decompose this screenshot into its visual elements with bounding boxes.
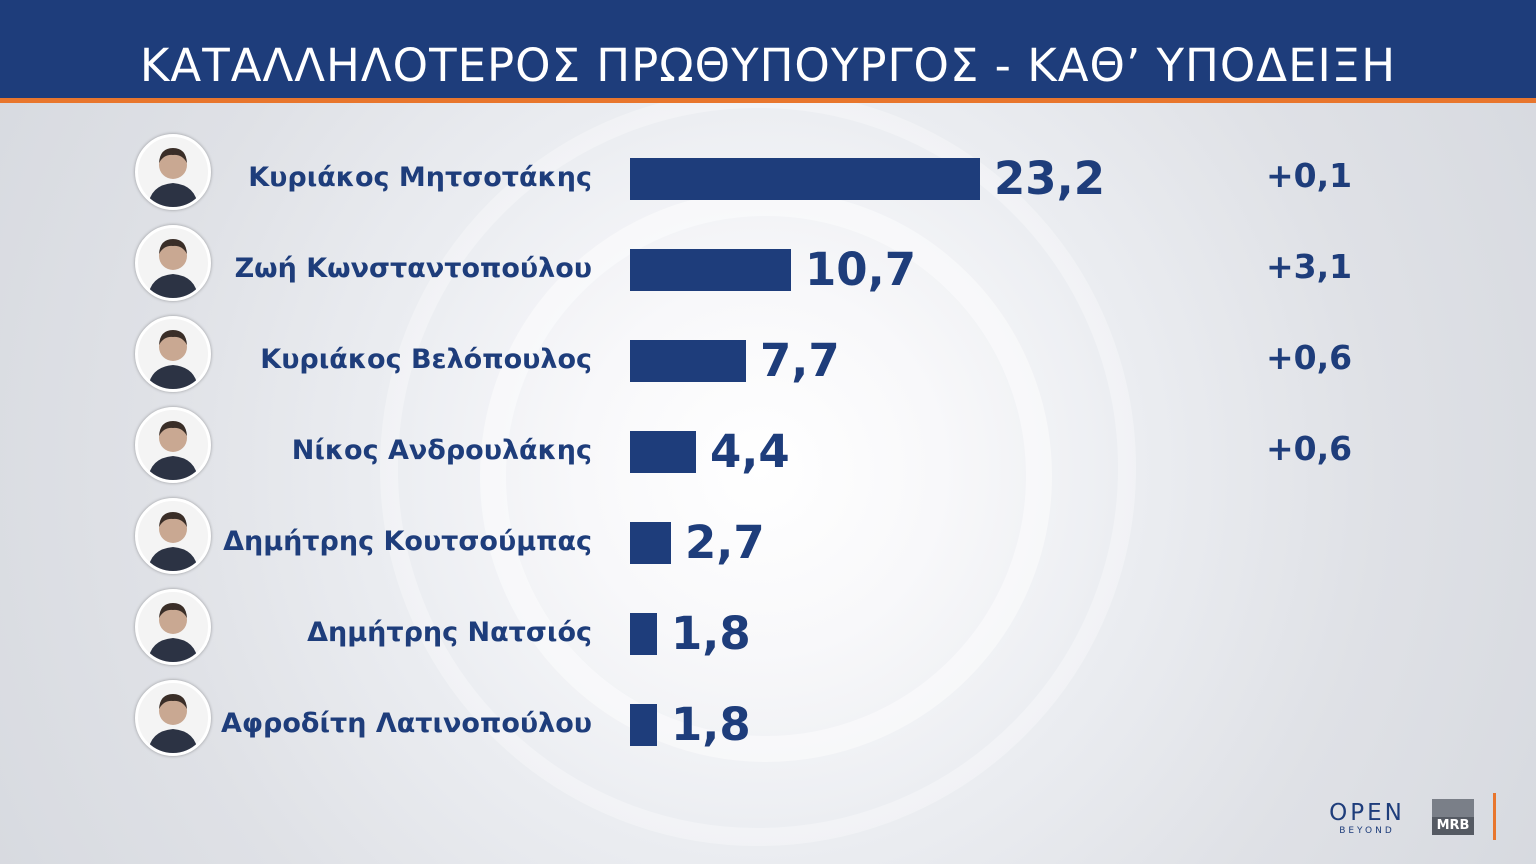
chart-bar bbox=[630, 522, 671, 564]
bar-value-label: 10,7 bbox=[805, 243, 917, 296]
open-logo-subtitle: BEYOND bbox=[1339, 826, 1395, 836]
candidate-name: Ζωή Κωνσταντοπούλου bbox=[234, 253, 592, 284]
mrb-logo-text: MRB bbox=[1436, 818, 1470, 833]
chart-bar bbox=[630, 158, 980, 200]
candidate-name: Κυριάκος Βελόπουλος bbox=[260, 344, 592, 375]
change-label: +3,1 bbox=[1266, 247, 1353, 286]
candidate-photo-icon bbox=[135, 225, 211, 301]
header-accent-line bbox=[0, 98, 1536, 103]
chart-bar bbox=[630, 613, 657, 655]
chart-row: Νίκος Ανδρουλάκης 4,4 +0,6 bbox=[0, 407, 1536, 497]
candidate-photo-icon bbox=[135, 680, 211, 756]
mrb-logo: MRB bbox=[1432, 799, 1474, 835]
change-label: +0,6 bbox=[1266, 338, 1353, 377]
candidate-name: Νίκος Ανδρουλάκης bbox=[291, 435, 592, 466]
chart-row: Αφροδίτη Λατινοπούλου 1,8 bbox=[0, 680, 1536, 770]
candidate-photo-icon bbox=[135, 498, 211, 574]
bar-value-label: 1,8 bbox=[671, 698, 751, 751]
candidate-photo-icon bbox=[135, 316, 211, 392]
chart-row: Κυριάκος Βελόπουλος 7,7 +0,6 bbox=[0, 316, 1536, 406]
candidate-name: Αφροδίτη Λατινοπούλου bbox=[221, 708, 592, 739]
chart-bar bbox=[630, 249, 791, 291]
bar-value-label: 1,8 bbox=[671, 607, 751, 660]
change-label: +0,1 bbox=[1266, 156, 1353, 195]
candidate-name: Δημήτρης Κουτσούμπας bbox=[223, 526, 592, 557]
bar-value-label: 2,7 bbox=[685, 516, 765, 569]
candidate-photo-icon bbox=[135, 407, 211, 483]
header-bar bbox=[0, 0, 1536, 98]
chart-bar bbox=[630, 704, 657, 746]
candidate-name: Δημήτρης Νατσιός bbox=[307, 617, 592, 648]
candidate-photo-icon bbox=[135, 589, 211, 665]
chart-row: Κυριάκος Μητσοτάκης 23,2 +0,1 bbox=[0, 134, 1536, 224]
candidate-name: Κυριάκος Μητσοτάκης bbox=[248, 162, 592, 193]
chart-row: Δημήτρης Νατσιός 1,8 bbox=[0, 589, 1536, 679]
bar-value-label: 23,2 bbox=[994, 152, 1106, 205]
bar-value-label: 4,4 bbox=[710, 425, 790, 478]
change-label: +0,6 bbox=[1266, 429, 1353, 468]
chart-bar bbox=[630, 431, 696, 473]
page-title: ΚΑΤΑΛΛΗΛΟΤΕΡΟΣ ΠΡΩΘΥΠΟΥΡΓΟΣ - ΚΑΘ’ ΥΠΟΔΕ… bbox=[139, 39, 1397, 92]
open-logo: OPEN bbox=[1329, 800, 1405, 826]
chart-bar bbox=[630, 340, 746, 382]
bar-value-label: 7,7 bbox=[760, 334, 840, 387]
candidate-photo-icon bbox=[135, 134, 211, 210]
chart-row: Δημήτρης Κουτσούμπας 2,7 bbox=[0, 498, 1536, 588]
chart-row: Ζωή Κωνσταντοπούλου 10,7 +3,1 bbox=[0, 225, 1536, 315]
logo-separator bbox=[1493, 793, 1496, 840]
